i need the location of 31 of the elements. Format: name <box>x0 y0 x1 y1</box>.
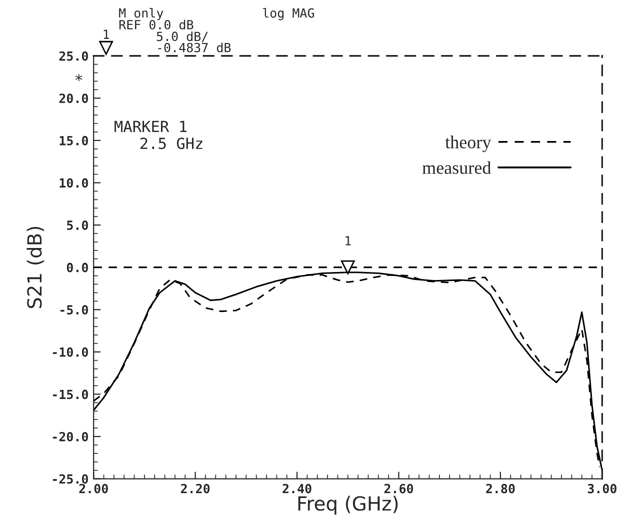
x-tick-label: 2.80 <box>486 484 515 494</box>
y-tick-label: 25.0 <box>59 51 88 61</box>
annotation: 1 <box>346 236 351 246</box>
y-tick-label: 15.0 <box>60 136 88 146</box>
y-tick-label: 0.0 <box>66 262 88 272</box>
text: M only <box>119 8 164 20</box>
y-tick-label: 20.0 <box>59 94 88 104</box>
x-tick-label: 2.60 <box>384 484 414 494</box>
x-axis-title: Freq (GHz) <box>298 496 398 515</box>
text: REF 0.0 dB <box>119 20 194 30</box>
x-tick-label: 2.40 <box>282 484 312 494</box>
y-axis-title: S21 (dB) <box>26 226 44 308</box>
annotation: 2.5 GHz <box>140 138 202 150</box>
text: 1 <box>104 30 109 39</box>
y-tick-label: -10.0 <box>52 347 88 357</box>
y-tick-label: -15.0 <box>52 390 88 400</box>
x-tick-label: 2.00 <box>79 484 108 494</box>
y-tick-label: -20.0 <box>52 432 88 442</box>
text: -0.4837 dB <box>158 42 231 52</box>
legend-label: measured <box>422 161 491 174</box>
x-tick-label: 3.00 <box>588 484 616 494</box>
legend-label: theory <box>445 136 492 152</box>
annotation: MARKER 1 <box>114 120 186 132</box>
text: 5.0 dB/ <box>156 31 208 42</box>
text: * <box>75 74 82 82</box>
x-tick-label: 2.20 <box>180 484 210 494</box>
y-tick-label: 10.0 <box>60 178 88 188</box>
text: log MAG <box>263 8 314 20</box>
y-tick-label: -25.0 <box>52 474 88 484</box>
y-tick-label: -5.0 <box>60 305 88 315</box>
y-tick-label: 5.0 <box>67 220 88 230</box>
